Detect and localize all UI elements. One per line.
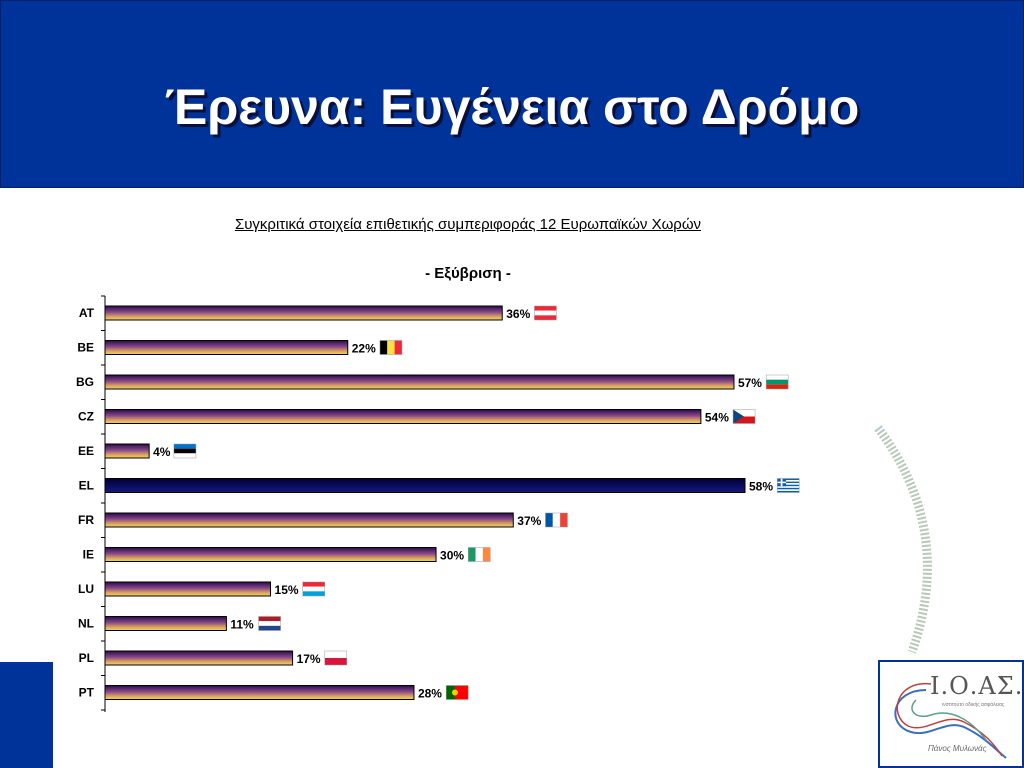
bar (104, 478, 746, 493)
swirl-logo-icon (894, 683, 1007, 759)
category-label: EE (78, 444, 94, 458)
logo-name: Ι.Ο.ΑΣ. (930, 672, 1024, 700)
category-label: EL (79, 479, 94, 493)
data-label: 17% (297, 652, 321, 666)
category-label: IE (83, 548, 94, 562)
luxembourg-flag-icon (302, 581, 325, 597)
czech-flag-icon (732, 409, 756, 424)
data-label: 58% (749, 480, 773, 494)
bar (104, 512, 514, 528)
bulgaria-flag-icon (765, 374, 789, 390)
data-label: 54% (705, 411, 729, 425)
data-label: 36% (506, 307, 530, 321)
bar (104, 547, 437, 562)
france-flag-icon (545, 512, 568, 528)
institute-logo: Ι.Ο.ΑΣ. ινστιτούτο οδικής ασφάλειας Πάνο… (878, 660, 1024, 768)
category-label: LU (78, 582, 94, 596)
category-label: PT (79, 686, 95, 700)
estonia-flag-icon (173, 443, 197, 459)
bar (104, 443, 150, 459)
category-label: NL (78, 617, 94, 631)
logo-signature: Πάνος Μυλωνάς (928, 744, 987, 753)
data-label: 11% (230, 618, 254, 632)
portugal-flag-icon (445, 685, 469, 700)
bar (104, 650, 294, 666)
poland-flag-icon (324, 650, 348, 666)
category-label: FR (78, 513, 94, 527)
data-label: 22% (352, 342, 376, 356)
decorative-arc (874, 425, 932, 654)
data-label: 28% (418, 687, 442, 701)
category-label: BG (76, 375, 94, 389)
netherlands-flag-icon (258, 616, 281, 631)
bar (104, 409, 702, 424)
bar (104, 685, 415, 700)
slide-title: Έρευνα: Ευγένεια στο Δρόμο (164, 79, 860, 135)
data-label: 30% (440, 549, 464, 563)
data-label: 37% (517, 514, 541, 528)
data-label: 15% (275, 583, 299, 597)
category-label: CZ (78, 410, 94, 424)
belgium-flag-icon (379, 340, 403, 355)
category-label: PL (79, 651, 94, 665)
category-label: BE (77, 341, 94, 355)
data-label: 57% (738, 376, 762, 390)
bar (104, 374, 735, 390)
bar (104, 340, 349, 355)
ireland-flag-icon (467, 547, 491, 562)
chart-subtitle: - Εξύβριση - (425, 265, 511, 282)
greece-flag-icon (776, 478, 800, 493)
title-banner: Έρευνα: Ευγένεια στο Δρόμο (0, 0, 1024, 188)
left-accent-bar (0, 662, 53, 768)
bar (104, 305, 503, 321)
chart-title: Συγκριτικά στοιχεία επιθετικής συμπεριφο… (234, 216, 702, 233)
bar (104, 581, 272, 597)
bar (104, 616, 227, 631)
category-label: AT (79, 306, 95, 320)
logo-subtitle: ινστιτούτο οδικής ασφάλειας (942, 702, 1005, 708)
austria-flag-icon (534, 305, 557, 321)
data-label: 4% (153, 445, 171, 459)
